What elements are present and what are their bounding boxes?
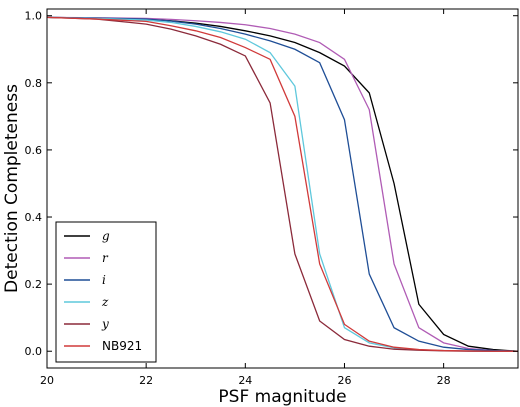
legend-label: g — [102, 229, 110, 243]
legend-box — [55, 221, 157, 363]
x-tick-label: 20 — [40, 374, 54, 387]
series-line-i — [47, 16, 518, 352]
ticks-layer: 20 22 24 26 28 0.0 0.2 0.4 0.6 0.8 1.0 — [25, 9, 518, 387]
y-tick-label: 0.2 — [25, 278, 43, 291]
y-axis-label: Detection Completeness — [2, 84, 22, 293]
y-tick-label: 0.0 — [25, 345, 43, 358]
legend-label: i — [102, 273, 106, 287]
y-tick-label: 0.8 — [25, 77, 43, 90]
series-line-r — [47, 16, 518, 352]
y-tick-label: 0.6 — [25, 144, 43, 157]
legend-label: z — [101, 295, 109, 309]
y-tick-label: 1.0 — [25, 10, 43, 23]
plot-frame — [46, 8, 519, 369]
series-line-nb921 — [47, 16, 518, 352]
x-tick-label: 22 — [139, 374, 153, 387]
x-tick-label: 26 — [337, 374, 351, 387]
y-tick-label: 0.4 — [25, 211, 43, 224]
legend-label: y — [101, 317, 109, 331]
x-axis-label: PSF magnitude — [218, 387, 346, 407]
legend-label: NB921 — [102, 339, 142, 353]
legend-label: r — [102, 251, 109, 265]
x-tick-label: 24 — [238, 374, 252, 387]
x-tick-label: 28 — [437, 374, 451, 387]
series-layer — [47, 16, 518, 352]
